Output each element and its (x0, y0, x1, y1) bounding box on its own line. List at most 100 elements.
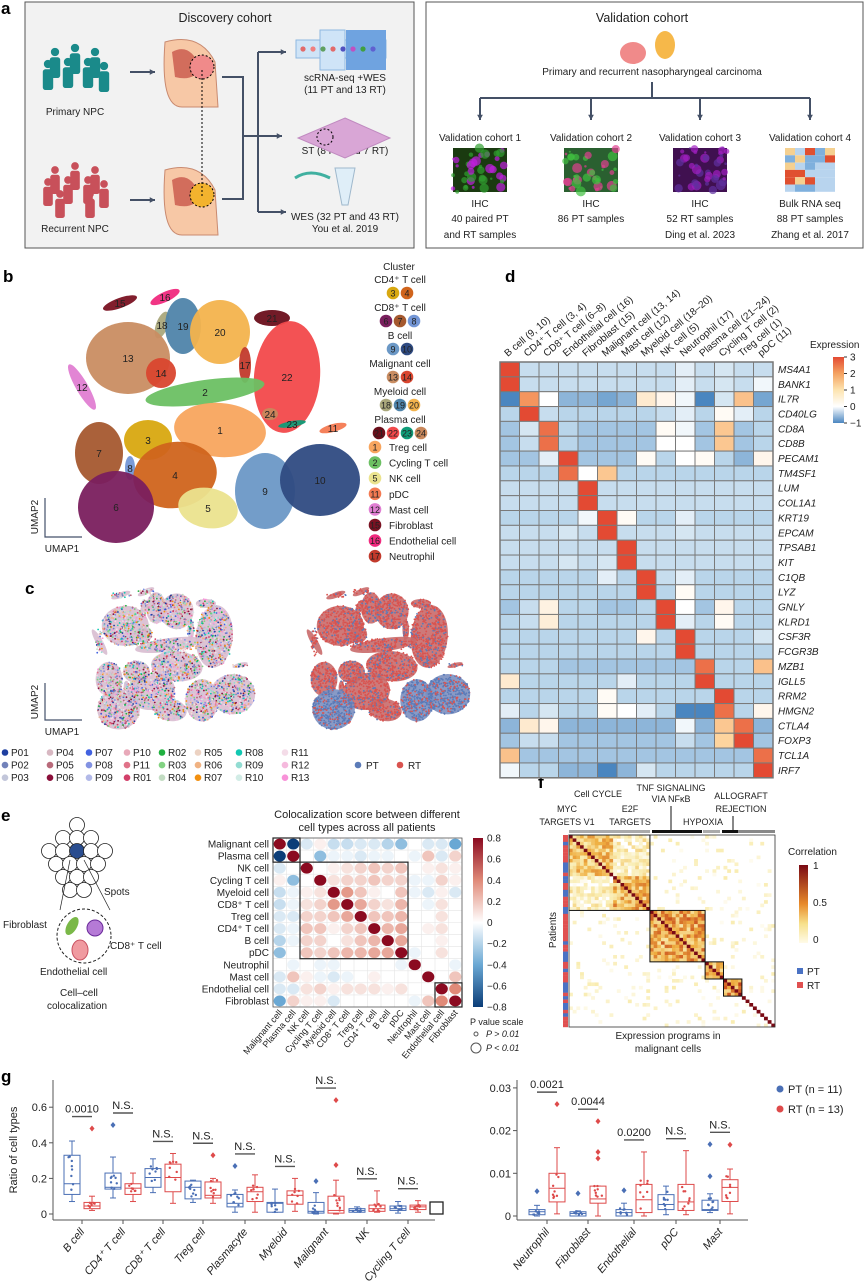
patient-umap-cell-dot (223, 648, 226, 651)
legend-cluster-swatch (368, 440, 382, 454)
patient-umap-cell-dot (179, 651, 182, 654)
patient-umap-cell-dot (209, 692, 212, 695)
patient-umap-cell-dot (156, 672, 159, 675)
patient-umap-cell-dot (133, 696, 136, 699)
patient-umap-cell-dot (182, 602, 185, 604)
group-umap-cell-dot (397, 626, 400, 629)
patient-umap-cell-dot (153, 706, 155, 709)
group-umap-cell-dot (434, 623, 437, 626)
patient-umap-cell-dot (143, 644, 146, 647)
patient-umap-cell-dot (170, 605, 172, 608)
group-umap-cell-dot (362, 599, 365, 602)
patient-umap-cell-dot (225, 697, 228, 700)
patient-umap-cell-dot (196, 706, 198, 708)
patient-umap-cell-dot (219, 655, 221, 658)
patient-umap-cell-dot (119, 699, 121, 701)
patient-umap-cell-dot (120, 708, 123, 711)
group-umap-cell-dot (368, 610, 371, 613)
patient-umap-cell-dot (205, 636, 208, 639)
person-body (98, 71, 110, 92)
patient-umap-cell-dot (128, 628, 131, 631)
group-umap-cell-dot (436, 640, 439, 642)
patient-umap-cell-dot (99, 702, 102, 705)
patient-umap-cell-dot (166, 605, 169, 608)
patient-umap-cell-dot (149, 619, 152, 622)
patient-umap-cell-dot (118, 624, 121, 627)
patient-umap-cell-dot (183, 651, 185, 654)
patient-umap-cell-dot (217, 617, 220, 619)
patient-umap-cell-dot (239, 712, 241, 714)
patient-umap-cell-dot (152, 701, 155, 704)
patient-umap-cell-dot (105, 670, 108, 673)
patient-umap-cell-dot (204, 701, 207, 704)
patient-umap-cell-dot (226, 648, 228, 651)
group-umap-cell-dot (388, 599, 391, 601)
patient-umap-cell-dot (221, 692, 224, 695)
group-umap-cell-dot (399, 602, 402, 605)
patient-umap-cell-dot (131, 683, 134, 685)
patient-umap-cell-dot (169, 667, 172, 670)
patient-umap-cell-dot (221, 618, 223, 621)
patient-umap-cell-dot (169, 640, 172, 643)
cluster-number-label: 2 (202, 388, 208, 399)
group-umap-cell-dot (344, 593, 347, 596)
patient-umap-cell-dot (239, 663, 242, 666)
patient-umap-cell-dot (207, 611, 210, 614)
patient-umap-cell-dot (115, 672, 117, 675)
patient-umap-cell-dot (144, 687, 147, 690)
patient-umap-cell-dot (242, 697, 245, 700)
patient-umap-cell-dot (172, 698, 174, 701)
patient-umap-cell-dot (200, 698, 203, 701)
patient-umap-cell-dot (205, 615, 207, 617)
patient-umap-cell-dot (196, 696, 198, 699)
patient-umap-cell-dot (200, 710, 203, 713)
patient-umap-cell-dot (157, 607, 160, 610)
patient-umap-cell-dot (190, 704, 193, 707)
group-umap-cell-dot (329, 594, 332, 597)
patient-umap-cell-dot (150, 697, 153, 700)
patient-umap-cell-dot (171, 662, 174, 665)
patient-umap-cell-dot (172, 712, 175, 715)
group-umap-cell-dot (372, 609, 375, 612)
patient-umap-cell-dot (212, 652, 214, 655)
patient-umap-cell-dot (206, 618, 209, 621)
patient-umap-cell-dot (231, 633, 233, 636)
patient-umap-cell-dot (154, 598, 157, 600)
group-umap-cell-dot (387, 616, 390, 619)
patient-umap-cell-dot (167, 713, 170, 716)
patient-umap-cell-dot (115, 706, 117, 709)
umap1-axis-label: UMAP1 (45, 544, 80, 555)
patient-umap-cell-dot (161, 701, 164, 704)
patient-umap-cell-dot (126, 704, 128, 707)
patient-umap-cell-dot (201, 611, 204, 614)
patient-umap-cell-dot (139, 627, 142, 630)
patient-umap-cell-dot (220, 709, 223, 712)
group-umap-cell-dot (438, 619, 440, 622)
patient-umap-cell-dot (132, 640, 135, 642)
patient-umap-cell-dot (196, 641, 199, 644)
group-umap-cell-dot (401, 610, 404, 613)
group-umap-cell-dot (431, 665, 434, 667)
patient-umap-cell-dot (147, 588, 150, 591)
patient-umap-cell-dot (242, 692, 245, 695)
patient-umap-cell-dot (115, 639, 117, 642)
patient-umap-cell-dot (143, 674, 146, 676)
patient-umap-cell-dot (140, 691, 143, 694)
wes-reference: You et al. 2019 (312, 224, 379, 235)
patient-umap-cell-dot (197, 709, 200, 712)
patient-umap-cell-dot (212, 634, 214, 637)
patient-umap-cell-dot (132, 666, 134, 669)
group-umap-cell-dot (385, 612, 388, 615)
patient-umap-cell-dot (186, 695, 189, 698)
patient-umap-cell-dot (145, 643, 147, 646)
group-umap-cell-dot (359, 588, 362, 590)
patient-umap-cell-dot (135, 702, 138, 705)
bulk-rna-heatmap-cell (825, 177, 835, 185)
patient-umap-cell-dot (156, 604, 159, 607)
patient-umap-cell-dot (114, 693, 117, 696)
group-umap-cell-dot (425, 599, 428, 602)
patient-umap-cell-dot (129, 676, 131, 679)
patient-umap-cell-dot (153, 680, 156, 682)
patient-umap-cell-dot (245, 699, 248, 701)
group-umap-cell-dot (390, 620, 393, 622)
